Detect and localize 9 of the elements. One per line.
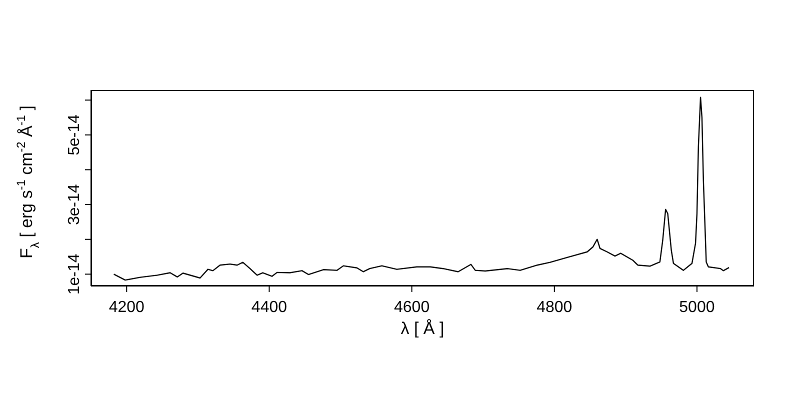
x-tick-label: 4800 — [536, 299, 572, 316]
y-tick-label: 3e-14 — [66, 184, 83, 225]
x-axis-title: λ [ Å ] — [400, 319, 444, 338]
x-tick-label: 4200 — [108, 299, 145, 316]
x-tick-label: 4400 — [251, 299, 288, 316]
x-tick-label: 5000 — [679, 299, 715, 316]
y-tick-label: 1e-14 — [66, 254, 83, 295]
x-tick-label: 4600 — [394, 299, 430, 316]
y-tick-label: 5e-14 — [66, 114, 83, 156]
